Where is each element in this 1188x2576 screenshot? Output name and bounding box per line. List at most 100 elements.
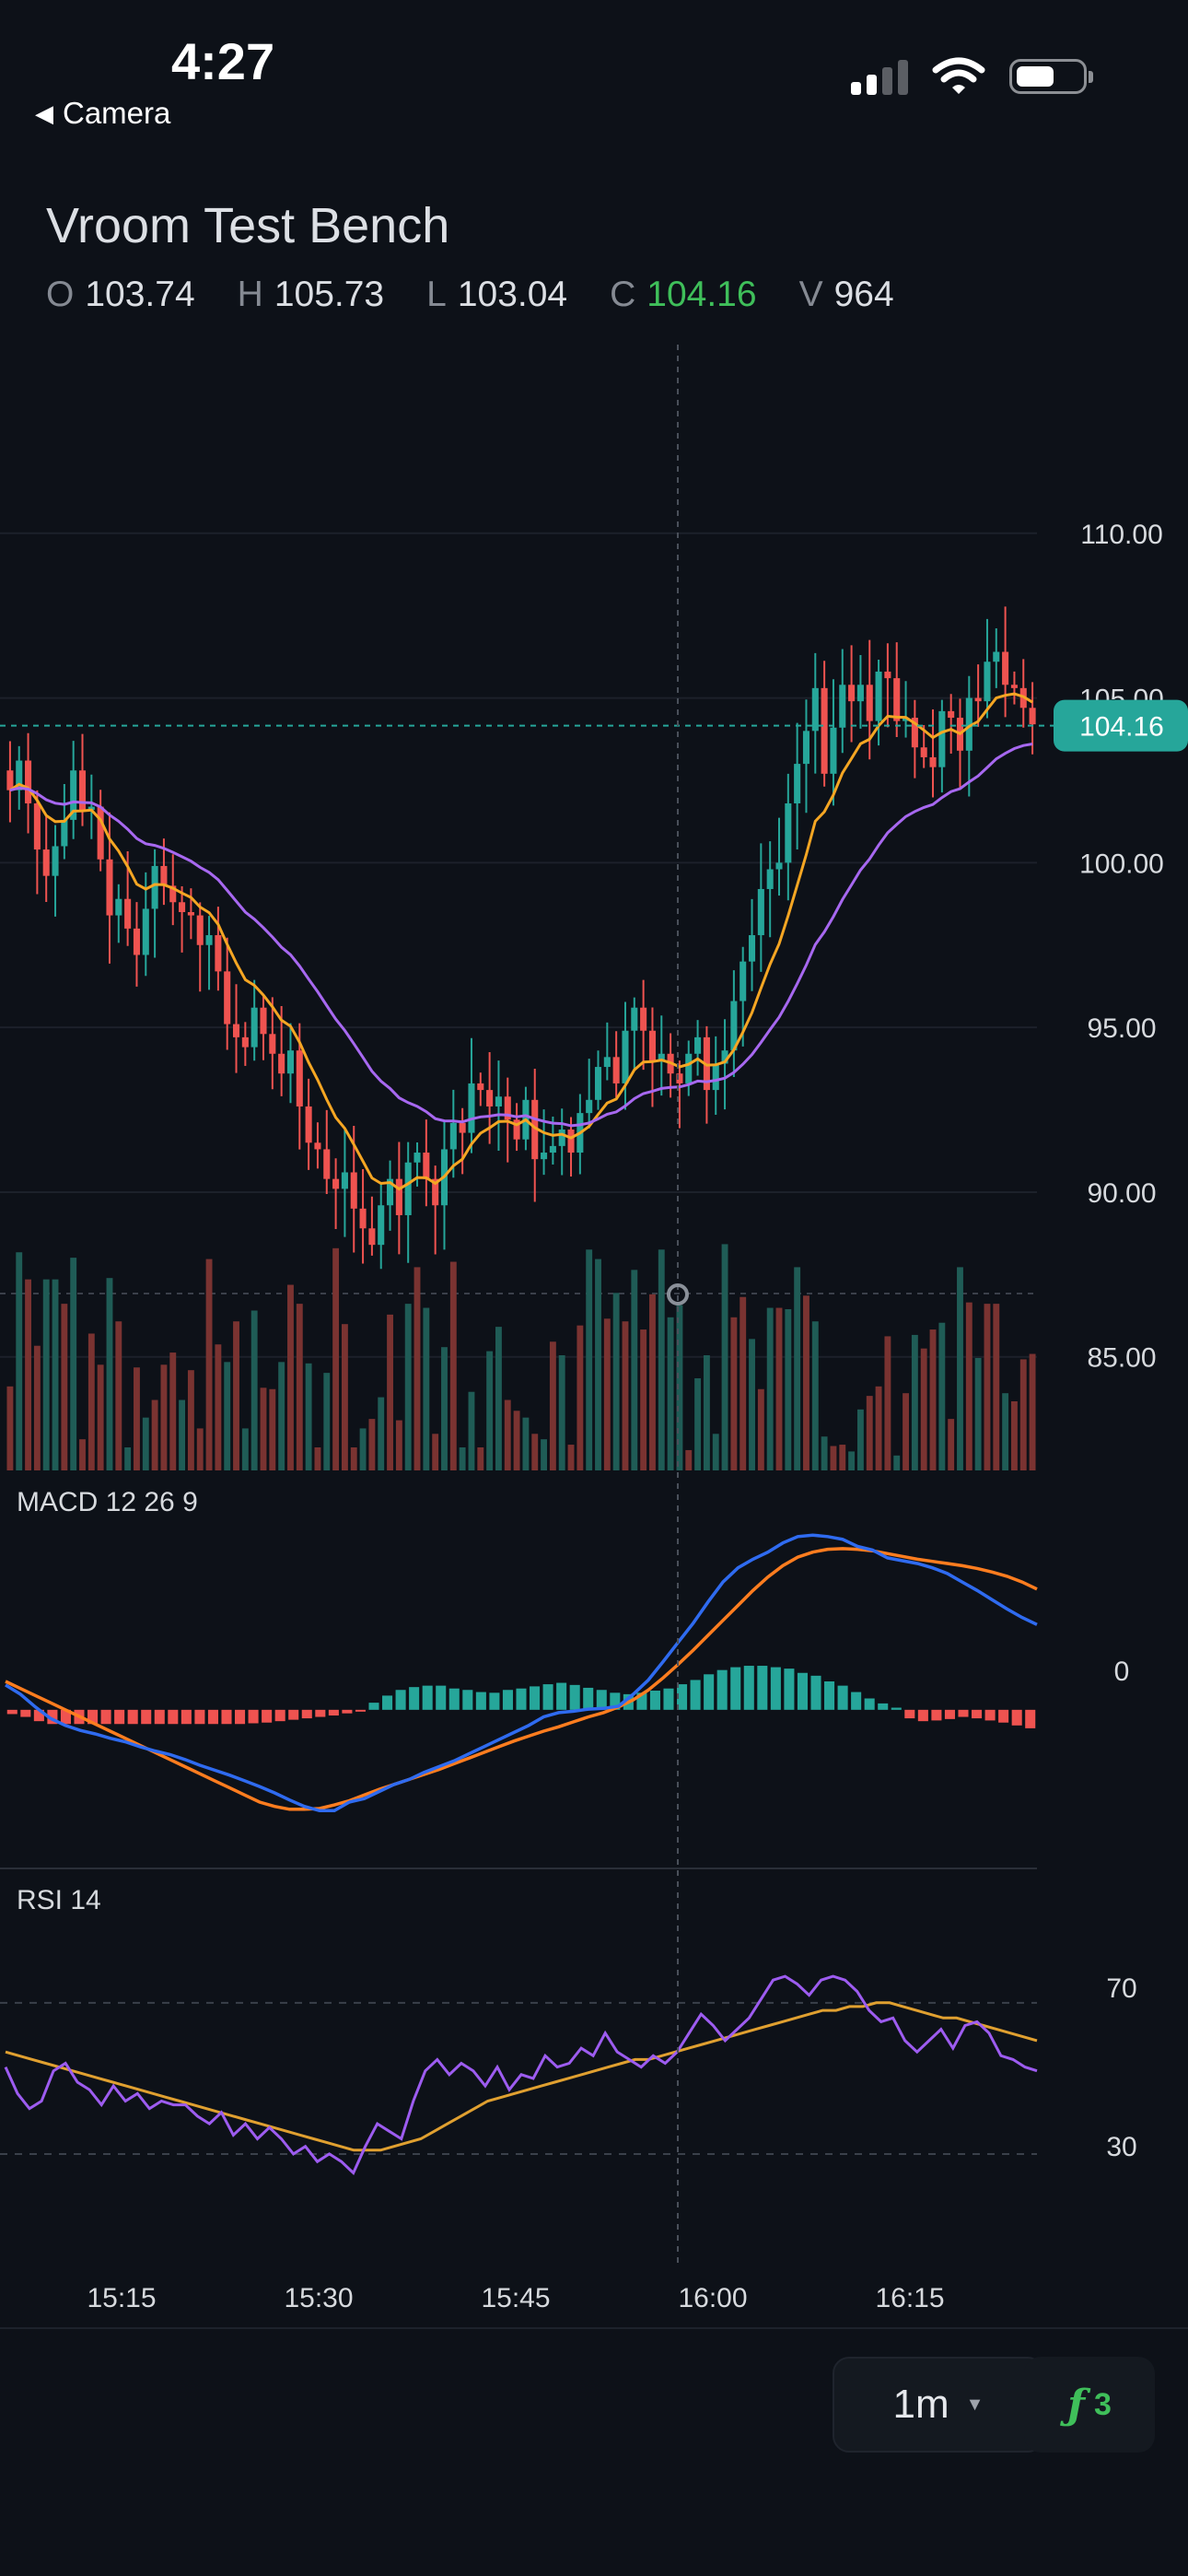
volume-bar [413, 1267, 421, 1470]
volume-bar [151, 1399, 158, 1470]
candle-body [567, 1130, 575, 1153]
macd-histogram-bar [1025, 1709, 1036, 1728]
macd-histogram-bar [1011, 1709, 1022, 1726]
macd-histogram-bar [207, 1709, 218, 1725]
volume-bar [359, 1428, 367, 1470]
back-to-camera-link[interactable]: ◀ Camera [35, 96, 170, 131]
time-tick-label: 15:30 [284, 2283, 353, 2313]
candle-body [531, 1099, 539, 1160]
volume-bar [378, 1397, 385, 1470]
macd-histogram-bar [569, 1684, 580, 1710]
volume-bar [856, 1409, 864, 1470]
macd-histogram-bar [704, 1674, 715, 1710]
candle-body [305, 1106, 312, 1143]
price-tick-label: 85.00 [1087, 1343, 1156, 1374]
volume-bar [848, 1451, 856, 1470]
volume-bar [323, 1373, 331, 1470]
candle-body [1029, 708, 1036, 725]
volume-bar [179, 1399, 186, 1470]
volume-bar [785, 1309, 792, 1470]
candle-body [151, 865, 158, 909]
candle-body [286, 1050, 295, 1074]
volume-bar [866, 1396, 873, 1470]
interval-selector[interactable]: 1m ▼ [833, 2357, 1044, 2453]
candle-body [368, 1228, 376, 1246]
macd-histogram-bar [864, 1698, 875, 1710]
macd-histogram-bar [100, 1709, 111, 1725]
macd-histogram-bar [516, 1688, 527, 1710]
volume-bar [486, 1351, 494, 1470]
volume-bar [938, 1322, 946, 1470]
volume-bar [142, 1417, 149, 1470]
volume-bar [839, 1445, 846, 1470]
volume-bar [513, 1411, 520, 1470]
candle-body [241, 1036, 249, 1048]
volume-bar [522, 1417, 530, 1470]
time-tick-label: 16:15 [875, 2283, 944, 2313]
candle-body [215, 935, 222, 972]
macd-histogram-bar [395, 1690, 406, 1710]
volume-bar [169, 1352, 177, 1470]
candle-body [766, 869, 774, 889]
macd-histogram-bar [436, 1685, 447, 1710]
macd-histogram-bar [663, 1688, 674, 1710]
candle-body [694, 1036, 702, 1054]
macd-histogram-bar [60, 1709, 71, 1725]
volume-bar [957, 1267, 963, 1470]
volume-bar [468, 1391, 475, 1470]
volume-bar [730, 1317, 738, 1470]
candle-body [449, 1122, 457, 1150]
macd-histogram-bar [235, 1709, 246, 1725]
candle-body [603, 1057, 611, 1068]
macd-histogram-bar [583, 1687, 594, 1710]
macd-histogram-bar [114, 1709, 125, 1725]
candle-body [169, 885, 177, 903]
candle-body [794, 764, 801, 803]
candle-body [513, 1119, 520, 1140]
volume-bar [811, 1321, 819, 1470]
macd-histogram-bar [368, 1703, 379, 1710]
volume-bar [477, 1447, 484, 1470]
volume-bar [332, 1247, 340, 1470]
candle-body [875, 671, 882, 721]
macd-histogram-bar [556, 1682, 567, 1710]
candle-body [52, 846, 59, 876]
candle-body [350, 1172, 357, 1209]
ohlc-readout: O 103.74 H 105.73 L 103.04 C 104.16 V 964 [46, 275, 894, 315]
price-tick-label: 110.00 [1080, 520, 1163, 550]
candle-body [250, 1007, 258, 1048]
candle-body [6, 770, 14, 790]
candle-body [25, 760, 32, 803]
volume-bar [541, 1439, 547, 1470]
toolbar-divider [0, 2327, 1188, 2329]
volume-bar [187, 1370, 194, 1470]
candle-body [984, 662, 991, 702]
volume-bar [233, 1321, 239, 1470]
macd-histogram-bar [716, 1669, 728, 1710]
candle-body [856, 685, 864, 702]
macd-histogram-bar [301, 1709, 312, 1719]
candle-body [160, 865, 168, 886]
candle-body [920, 747, 927, 757]
macd-histogram-bar [784, 1669, 795, 1710]
back-label: Camera [63, 96, 171, 130]
indicators-button[interactable]: ƒ 3 [1024, 2357, 1155, 2453]
rsi-level-30-label: 30 [1106, 2132, 1136, 2162]
candle-body [740, 961, 747, 1001]
volume-bar [974, 1357, 982, 1470]
candle-body [224, 971, 231, 1025]
candle-body [278, 1053, 285, 1074]
volume-bar [215, 1344, 222, 1470]
volume-bar [441, 1347, 448, 1470]
symbol-title: Vroom Test Bench [46, 198, 450, 253]
candle-body [631, 1007, 638, 1031]
volume-bar [903, 1393, 909, 1470]
macd-histogram-bar [274, 1709, 285, 1722]
volume-bar [205, 1259, 213, 1470]
volume-bar [567, 1445, 575, 1470]
candle-body [61, 819, 68, 847]
candle-body [848, 685, 856, 702]
volume-bar [640, 1329, 647, 1470]
volume-bar [432, 1434, 439, 1470]
